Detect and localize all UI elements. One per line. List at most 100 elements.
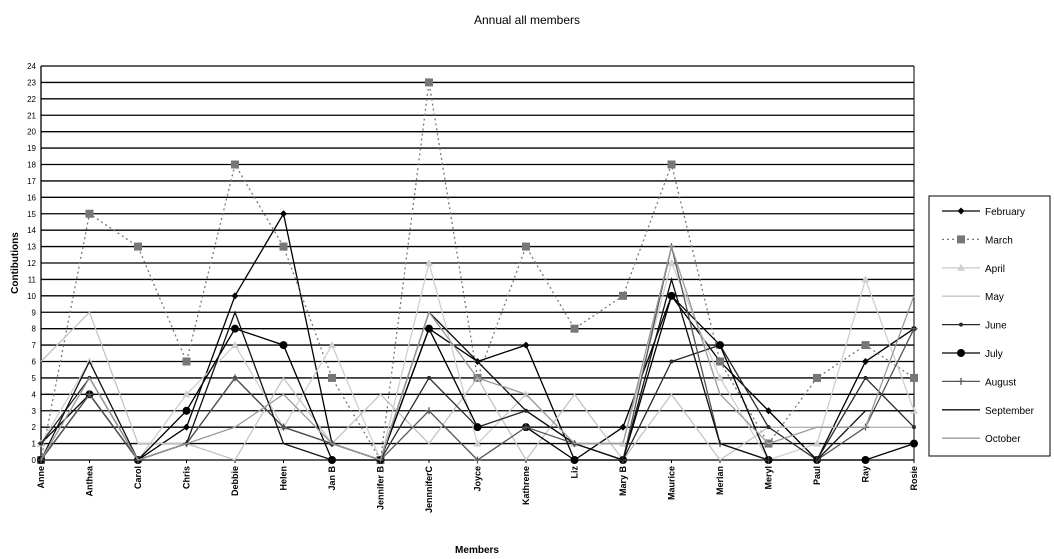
series-line xyxy=(40,82,915,462)
data-point xyxy=(522,242,530,251)
series-line xyxy=(40,277,914,461)
data-point xyxy=(86,390,93,398)
data-point xyxy=(765,407,772,415)
y-tick-label: 3 xyxy=(32,407,37,416)
x-tick-label: Merlan xyxy=(715,466,725,495)
legend-label: October xyxy=(985,434,1021,445)
y-tick-label: 16 xyxy=(27,193,36,202)
data-point xyxy=(473,423,482,432)
y-tick-label: 11 xyxy=(28,275,37,284)
data-point xyxy=(667,291,676,300)
x-tick-label: Kathrene xyxy=(521,466,531,505)
data-point xyxy=(766,425,771,430)
y-tick-label: 1 xyxy=(32,440,37,449)
x-tick-label: Jan B xyxy=(327,466,337,491)
x-tick-label: Paul xyxy=(812,466,822,485)
data-point xyxy=(425,78,433,87)
y-tick-label: 8 xyxy=(32,325,37,334)
x-tick-label: Chris xyxy=(182,466,192,489)
data-point xyxy=(85,209,94,218)
series-may xyxy=(40,311,914,462)
y-tick-label: 19 xyxy=(27,144,36,153)
series-march xyxy=(37,78,918,464)
legend-label: July xyxy=(985,349,1003,360)
legend-label: April xyxy=(985,264,1005,275)
x-tick-label: Liz xyxy=(570,466,580,479)
y-tick-label: 12 xyxy=(27,259,36,268)
x-tick-label: Debbie xyxy=(230,466,240,496)
legend-label: March xyxy=(985,235,1013,246)
y-tick-label: 24 xyxy=(27,62,36,71)
legend-item: September xyxy=(942,406,1035,417)
data-point xyxy=(861,275,870,283)
legend-item: October xyxy=(942,434,1021,445)
data-point xyxy=(861,341,870,350)
data-point xyxy=(957,207,965,215)
data-point xyxy=(182,390,191,398)
data-point xyxy=(279,242,288,251)
data-point xyxy=(183,423,190,431)
series-group xyxy=(37,78,918,464)
data-point xyxy=(473,439,482,447)
x-tick-label: Jennifer B xyxy=(376,466,386,511)
y-tick-label: 6 xyxy=(32,358,37,367)
y-tick-label: 10 xyxy=(27,292,36,301)
data-point xyxy=(957,377,965,385)
data-point xyxy=(716,357,724,366)
legend-item: March xyxy=(942,235,1013,246)
data-point xyxy=(522,423,530,431)
data-point xyxy=(570,324,579,333)
legend-label: February xyxy=(985,207,1025,218)
x-tick-label: Anthea xyxy=(85,465,95,496)
data-point xyxy=(425,259,433,266)
data-point xyxy=(280,210,287,218)
chart-title: Annual all members xyxy=(474,13,580,27)
data-point xyxy=(425,407,433,415)
x-tick-label: Maurice xyxy=(667,466,677,500)
data-point xyxy=(619,291,627,300)
data-point xyxy=(425,324,433,333)
y-axis-label: Contibutions xyxy=(10,232,21,294)
data-point xyxy=(427,375,431,380)
data-point xyxy=(570,456,579,464)
data-point xyxy=(813,373,821,382)
data-point xyxy=(910,325,918,333)
x-tick-label: Rosie xyxy=(909,466,919,491)
data-point xyxy=(667,259,676,266)
data-point xyxy=(959,322,963,327)
x-tick-label: JennniferC xyxy=(424,466,434,514)
data-point xyxy=(231,341,239,349)
data-point xyxy=(134,242,142,251)
data-point xyxy=(813,439,821,447)
y-tick-label: 0 xyxy=(32,456,37,465)
data-point xyxy=(474,456,481,464)
series-september xyxy=(40,277,914,461)
y-tick-label: 18 xyxy=(27,161,36,170)
x-tick-label: Ray xyxy=(861,466,871,483)
data-point xyxy=(957,349,965,357)
data-point xyxy=(182,406,191,415)
data-point xyxy=(231,374,239,382)
y-tick-label: 5 xyxy=(32,374,37,383)
y-tick-label: 17 xyxy=(27,177,36,186)
data-point xyxy=(182,357,191,366)
legend-item: July xyxy=(942,349,1003,360)
series-line xyxy=(40,244,915,461)
data-point xyxy=(861,456,870,464)
y-tick-label: 14 xyxy=(27,226,36,235)
data-point xyxy=(957,235,965,244)
data-point xyxy=(280,423,287,431)
y-tick-label: 2 xyxy=(32,423,37,432)
legend-box xyxy=(928,195,1051,457)
data-point xyxy=(910,373,918,382)
legend-items: February March April May June July August Septe… xyxy=(942,207,1035,445)
data-point xyxy=(328,373,336,382)
data-point xyxy=(716,373,724,381)
data-point xyxy=(39,441,43,446)
x-tick-label: Carol xyxy=(133,466,143,489)
x-tick-label: Mary B xyxy=(618,466,628,497)
legend-label: May xyxy=(985,292,1004,303)
series-line xyxy=(40,311,914,462)
legend-item: June xyxy=(942,321,1007,332)
